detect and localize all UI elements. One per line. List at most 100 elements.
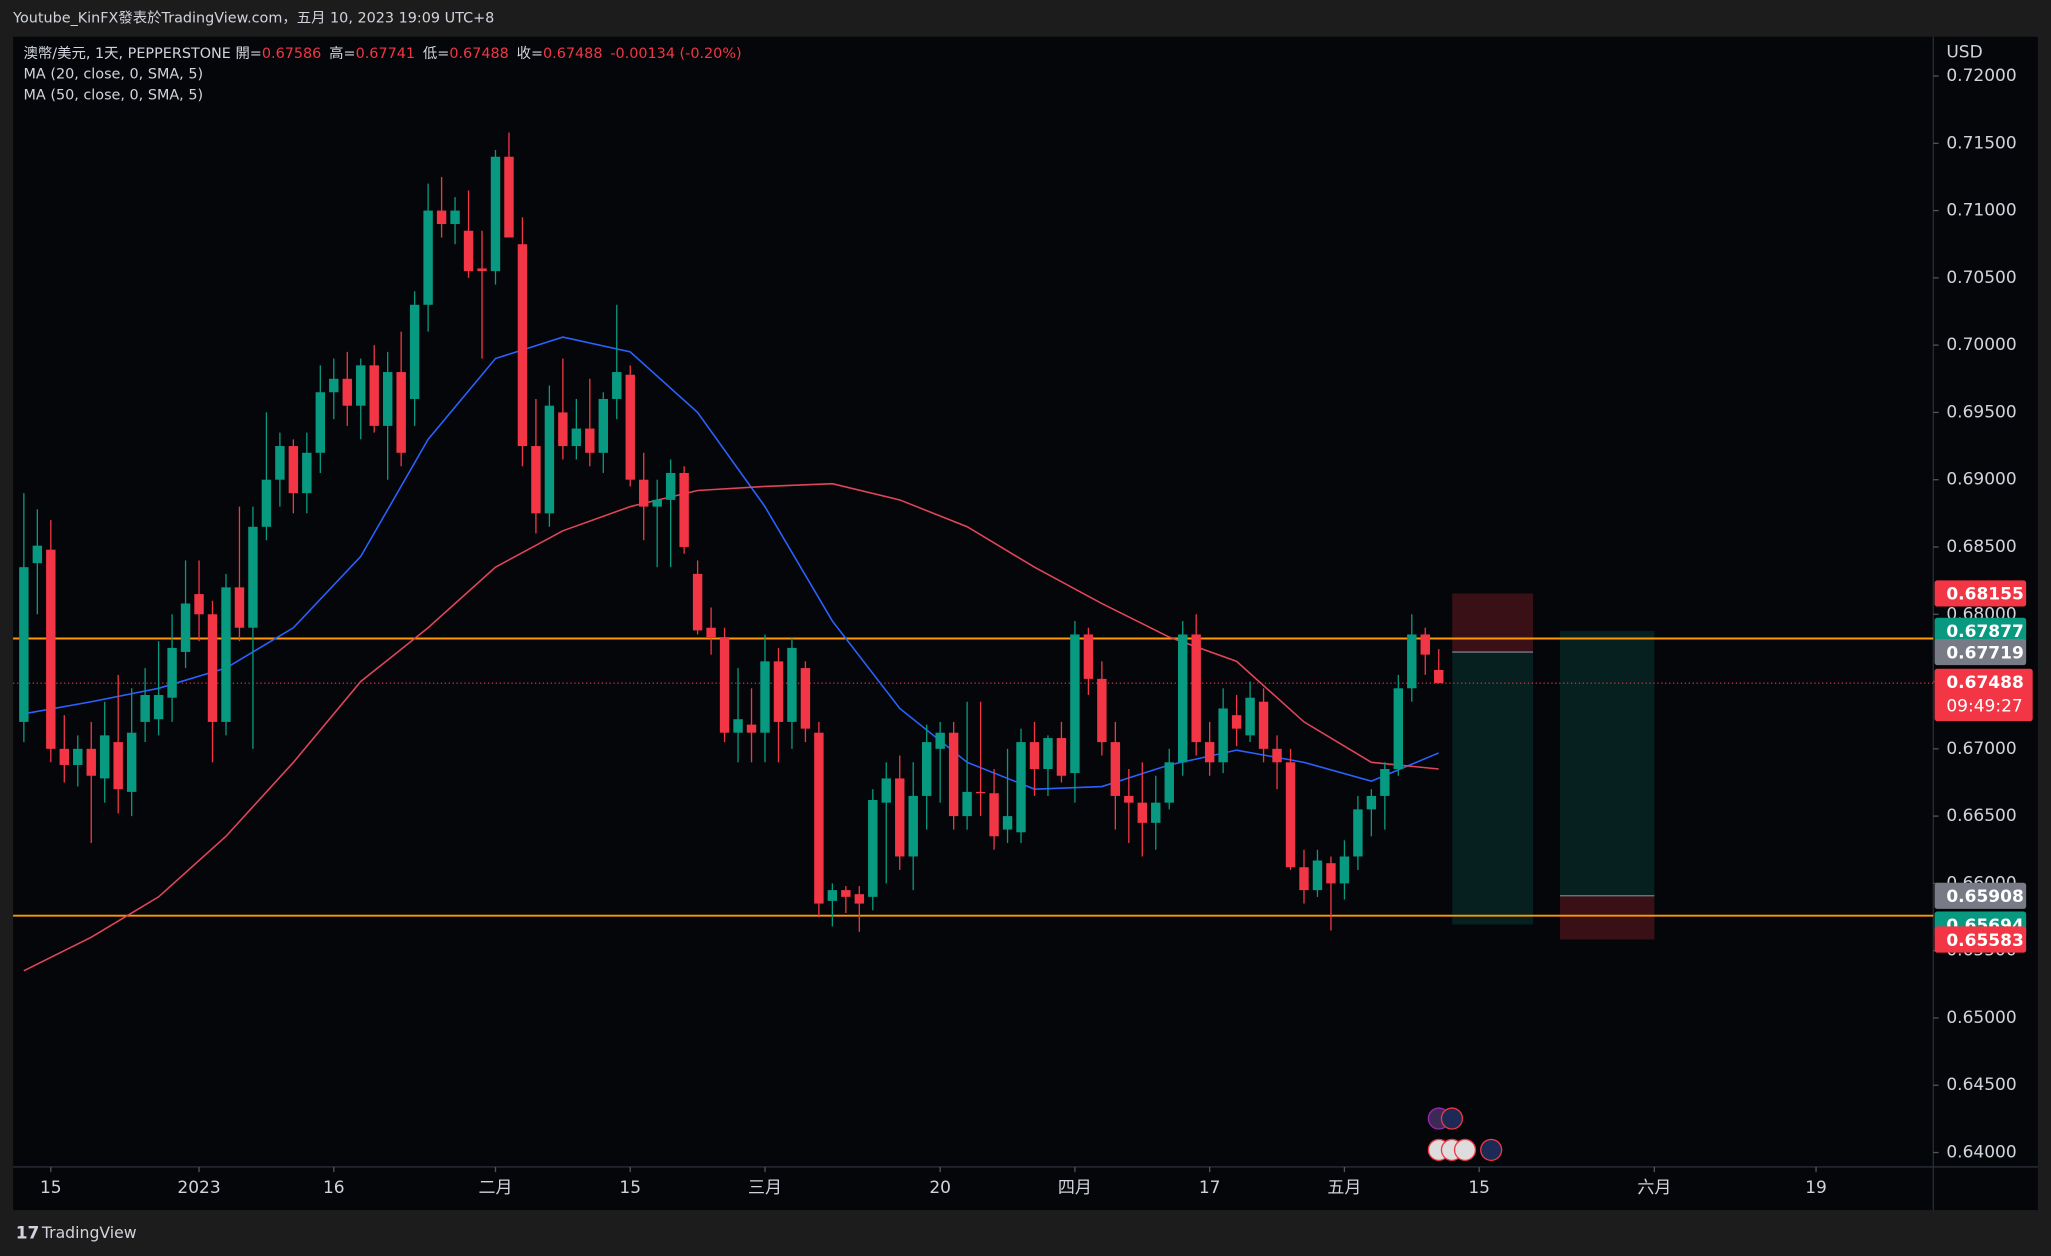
candle-body [679, 472, 689, 547]
candle-body [1231, 715, 1242, 729]
current-price-box [1934, 668, 2033, 722]
y-tick-label: 0.64500 [1946, 1075, 2016, 1095]
candle-body [100, 735, 110, 779]
candle-body [787, 647, 797, 722]
candle-body [544, 405, 555, 514]
candle-body [868, 799, 878, 897]
y-tick-label: 0.69000 [1946, 470, 2016, 490]
candle-body [652, 499, 662, 507]
candle-body [895, 778, 905, 857]
event-icon [1480, 1138, 1503, 1162]
candle-body [706, 627, 716, 638]
candle-body [1151, 802, 1161, 823]
candle-body [800, 668, 811, 729]
candle-body [1097, 678, 1107, 743]
legend-indicator: MA (50, close, 0, SMA, 5) [24, 88, 204, 104]
x-tick-label: 二月 [478, 1178, 512, 1198]
candle-body [153, 695, 164, 720]
candle-body [73, 748, 83, 765]
candle-body [450, 210, 460, 225]
event-icon [1453, 1138, 1477, 1162]
price-label-box [1934, 617, 2027, 644]
x-tick-label: 19 [1805, 1178, 1827, 1198]
candle-body [1043, 738, 1053, 770]
candle-body [612, 372, 622, 399]
candle-body [1083, 634, 1094, 679]
candle-body [989, 793, 999, 837]
y-tick-label: 0.64000 [1946, 1143, 2016, 1163]
candle-body [1272, 748, 1282, 763]
x-tick-label: 20 [929, 1178, 951, 1198]
candle-body [1245, 697, 1255, 736]
candle-body [692, 573, 703, 631]
candle-body [490, 156, 501, 272]
target-zone [1560, 630, 1655, 896]
x-tick-label: 17 [1199, 1178, 1221, 1198]
candle-body [1285, 762, 1296, 868]
candle-body [315, 392, 326, 453]
candle-body [719, 637, 730, 733]
candle-body [1137, 802, 1147, 823]
candle-body [1299, 867, 1309, 891]
candle-body [423, 210, 433, 305]
price-label-box [1934, 580, 2027, 607]
candle-body [908, 795, 918, 857]
price-label: 0.67719 [1946, 643, 2023, 663]
candle-body [1164, 762, 1174, 803]
price-label-box [1934, 926, 2027, 953]
legend-label: 收= [517, 45, 543, 62]
y-tick-label: 0.71500 [1946, 133, 2016, 153]
candle-body [221, 587, 231, 722]
currency: USD [1946, 42, 1982, 62]
legend-indicator: MA (20, close, 0, SMA, 5) [24, 67, 204, 83]
candle-body [1366, 795, 1377, 810]
price-label: 0.67877 [1946, 622, 2023, 642]
candle-body [962, 791, 972, 817]
legend-value: 0.67488 [449, 46, 508, 62]
candle-body [409, 304, 420, 399]
plot [13, 132, 1934, 972]
current-price-label: 0.67488 [1946, 673, 2023, 693]
candle-body [1420, 634, 1430, 655]
candle-body [32, 545, 43, 564]
y-tick-label: 0.69500 [1946, 402, 2016, 422]
candle-body [598, 398, 608, 453]
candle-body [1029, 742, 1040, 770]
candle-body [639, 479, 649, 507]
candle-body [1056, 738, 1067, 776]
candle-body [180, 603, 191, 652]
legend-value: 0.67488 [543, 46, 602, 62]
candle-body [1380, 769, 1390, 796]
candle-body [1326, 863, 1336, 884]
legend-value: 0.67586 [262, 46, 321, 62]
price-label: 0.65583 [1946, 931, 2023, 951]
candle-body [1353, 809, 1363, 857]
ma-line [23, 482, 1439, 972]
candle-body [382, 372, 393, 426]
candle-body [329, 378, 339, 393]
candle-body [827, 890, 838, 901]
countdown: 09:49:27 [1946, 697, 2022, 717]
candle-body [396, 372, 406, 453]
candle-body [356, 365, 366, 406]
candle-body [733, 719, 743, 733]
candle-body [234, 587, 245, 628]
y-tick-label: 0.70000 [1946, 335, 2016, 355]
chart-area [13, 36, 2038, 1211]
candle-body [1312, 860, 1323, 891]
legend-value: 0.67741 [356, 46, 415, 62]
y-tick-label: 0.65000 [1946, 1008, 2016, 1028]
candle-body [113, 742, 123, 790]
candle-body [585, 428, 595, 453]
candle-body [1218, 708, 1228, 763]
stop-zone [1560, 895, 1655, 940]
legend-label: 高= [329, 45, 355, 62]
candle-body [975, 791, 986, 794]
candle-body [167, 647, 177, 698]
x-tick-label: 三月 [748, 1178, 782, 1198]
candle-body [140, 695, 150, 722]
candle-body [194, 594, 204, 615]
candle-body [921, 742, 932, 796]
candle-body [1070, 634, 1080, 774]
candle-body [571, 428, 582, 447]
